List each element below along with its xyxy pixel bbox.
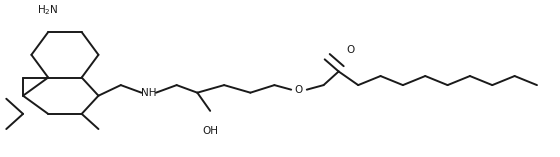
Text: OH: OH: [202, 126, 218, 136]
Text: H$_2$N: H$_2$N: [38, 3, 59, 17]
Text: O: O: [346, 45, 354, 55]
Text: NH: NH: [141, 88, 156, 98]
Text: O: O: [295, 85, 303, 95]
